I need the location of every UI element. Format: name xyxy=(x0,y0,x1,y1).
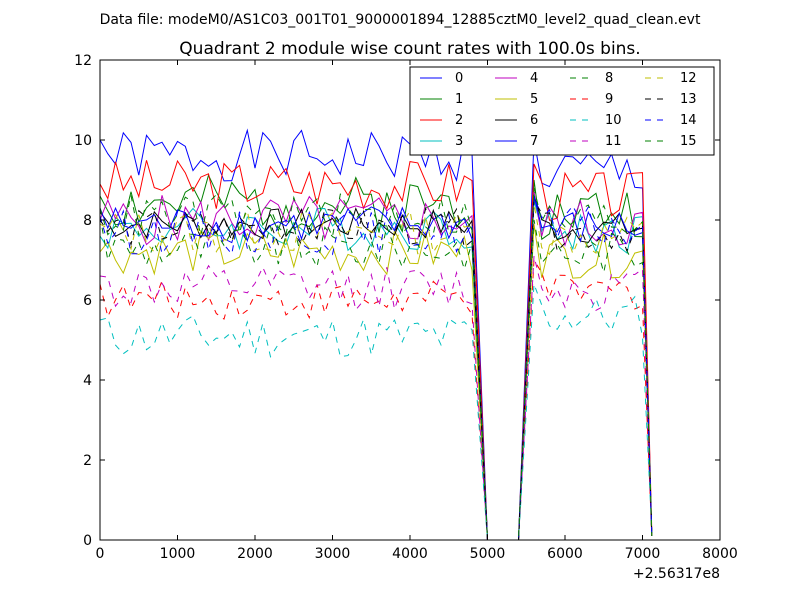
axis-ticks: 0 1000 2000 3000 4000 5000 6000 7000 80000246810… xyxy=(74,53,738,562)
chart-title: Quadrant 2 module wise count rates with … xyxy=(179,39,640,59)
legend-label-3: 3 xyxy=(455,134,463,149)
x-tick-label: 0 xyxy=(96,546,105,562)
legend-label-5: 5 xyxy=(530,92,538,107)
figure-suptitle: Data file: modeM0/AS1C03_001T01_90000018… xyxy=(100,12,701,28)
x-tick-label: 3000 xyxy=(315,546,351,562)
series-line-8 xyxy=(99,215,653,541)
legend-label-9: 9 xyxy=(605,92,613,107)
y-tick-label: 12 xyxy=(74,53,92,69)
x-tick-label: 6000 xyxy=(547,546,583,562)
series-line-11 xyxy=(99,255,653,541)
series-line-15 xyxy=(99,187,653,541)
series-line-1 xyxy=(99,173,653,541)
legend-label-2: 2 xyxy=(455,113,463,128)
series-line-5 xyxy=(99,223,653,541)
y-tick-label: 0 xyxy=(83,533,92,549)
series-line-10 xyxy=(99,283,653,541)
legend-label-10: 10 xyxy=(605,113,622,128)
series-line-0 xyxy=(99,128,653,541)
plot-lines xyxy=(99,128,653,541)
legend-label-13: 13 xyxy=(680,92,697,107)
x-tick-label: 2000 xyxy=(237,546,273,562)
y-tick-label: 2 xyxy=(83,453,92,469)
legend-label-6: 6 xyxy=(530,113,538,128)
legend-label-11: 11 xyxy=(605,134,622,149)
legend-box xyxy=(409,66,715,156)
x-tick-label: 8000 xyxy=(702,546,738,562)
legend-label-8: 8 xyxy=(605,71,613,86)
series-line-2 xyxy=(99,159,653,541)
x-tick-label: 7000 xyxy=(625,546,661,562)
series-line-9 xyxy=(99,258,653,541)
x-offset-label: +2.56317e8 xyxy=(633,566,720,582)
y-tick-label: 6 xyxy=(83,293,92,309)
series-line-3 xyxy=(99,199,653,541)
series-line-13 xyxy=(99,198,653,541)
y-tick-label: 8 xyxy=(83,213,92,229)
x-tick-label: 5000 xyxy=(470,546,506,562)
legend-label-7: 7 xyxy=(530,134,538,149)
y-tick-label: 10 xyxy=(74,133,92,149)
series-line-6 xyxy=(99,195,653,541)
x-tick-label: 1000 xyxy=(160,546,196,562)
series-line-4 xyxy=(99,191,653,541)
x-tick-label: 4000 xyxy=(392,546,428,562)
legend-label-14: 14 xyxy=(680,113,697,128)
legend-label-4: 4 xyxy=(530,71,538,86)
series-line-14 xyxy=(99,195,653,541)
series-line-7 xyxy=(99,195,653,541)
legend-label-15: 15 xyxy=(680,134,697,149)
y-tick-label: 4 xyxy=(83,373,92,389)
legend-label-0: 0 xyxy=(455,71,463,86)
legend-label-12: 12 xyxy=(680,71,697,86)
legend-label-1: 1 xyxy=(455,92,463,107)
